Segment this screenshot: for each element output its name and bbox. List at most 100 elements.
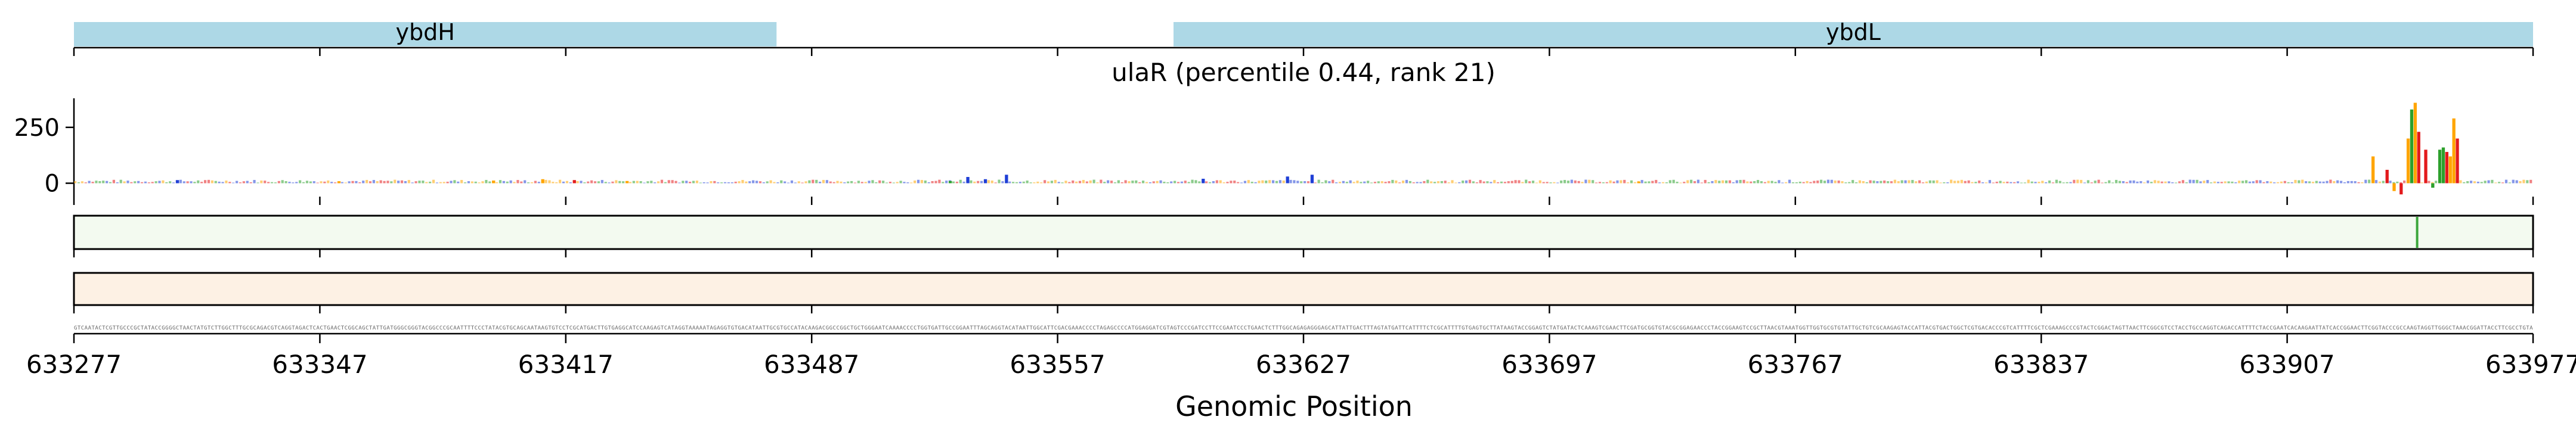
sequence-base: G [2193,325,2196,331]
gene-label: ybdL [1826,19,1881,45]
attribution-noise [2220,182,2223,184]
sequence-base: C [1750,325,1753,331]
sequence-base: G [618,325,621,331]
sequence-base: G [2414,325,2417,331]
sequence-base: T [1556,325,1560,331]
attribution-noise [2431,182,2434,184]
sequence-base: G [770,325,773,331]
attribution-noise [1367,181,1370,184]
sequence-base: C [246,325,249,331]
attribution-noise [1458,182,1461,184]
sequence-base: C [176,325,179,331]
attribution-noise [2153,180,2156,184]
sequence-base: C [2386,325,2389,331]
sequence-base: T [141,325,144,331]
attribution-noise [1988,180,1992,184]
sequence-base: C [2094,325,2097,331]
sequence-base: C [1718,325,1721,331]
sequence-base: A [980,325,984,331]
attribution-noise [320,181,323,184]
attribution-bar [1310,175,1314,184]
sequence-base: G [1690,325,1693,331]
sequence-base: T [1346,325,1349,331]
attribution-noise [2396,181,2399,184]
sequence-base: C [2147,325,2150,331]
sequence-base: T [917,325,921,331]
sequence-base: C [2171,325,2174,331]
attribution-noise [1956,181,1960,184]
attribution-noise [520,181,523,184]
sequence-base: T [2213,325,2217,331]
sequence-base: G [162,325,165,331]
sequence-base: T [179,325,183,331]
attribution-noise [1384,182,1387,184]
sequence-base: A [963,325,967,331]
attribution-noise [2389,181,2392,184]
sequence-base: C [2031,325,2034,331]
attribution-noise [1380,181,1383,184]
attribution-noise [1553,182,1556,184]
attribution-noise [2346,181,2349,184]
attribution-noise [1342,181,1345,184]
attribution-noise [615,180,618,184]
sequence-base: A [1307,325,1311,331]
x-tick-label: 633977 [2485,350,2576,379]
attribution-noise [569,182,572,184]
sequence-base: T [1500,325,1504,331]
y-tick-label: 0 [45,170,60,198]
sequence-base: T [727,325,731,331]
sequence-base: C [745,325,748,331]
attribution-noise [875,182,878,184]
attribution-noise [945,181,948,184]
attribution-noise [1462,181,1465,184]
attribution-noise [1250,182,1253,184]
attribution-noise [1054,179,1057,184]
sequence-base: G [250,325,253,331]
attribution-noise [955,181,958,184]
sequence-base: G [738,325,741,331]
attribution-noise [1588,179,1591,184]
sequence-base: C [1872,325,1875,331]
sequence-base: T [1620,325,1623,331]
attribution-noise [1416,182,1419,184]
sequence-base: G [1528,325,1531,331]
sequence-base: A [2420,325,2424,331]
attribution-bar [1202,179,1205,184]
sequence-base: G [2048,325,2051,331]
sequence-base: A [646,325,650,331]
sequence-base: A [1592,325,1595,331]
sequence-base: G [1311,325,1314,331]
attribution-noise [2333,181,2336,184]
attribution-noise [600,180,603,184]
attribution-noise [654,182,657,184]
sequence-base: T [2041,325,2045,331]
attribution-noise [618,181,621,184]
sequence-base: A [1686,325,1690,331]
sequence-base: C [2294,325,2297,331]
sequence-base: T [2417,325,2421,331]
attribution-noise [706,182,709,184]
sequence-base: T [2364,325,2368,331]
attribution-noise [397,181,400,184]
attribution-noise [488,181,491,184]
sequence-base: T [1567,325,1571,331]
sequence-base: T [766,325,770,331]
sequence-base: G [1866,325,1869,331]
attribution-noise [723,182,727,184]
x-tick-label: 633417 [518,350,614,379]
sequence-base: T [1901,325,1905,331]
sequence-base: G [622,325,625,331]
sequence-base: A [295,325,299,331]
attribution-noise [583,182,586,184]
sequence-base: T [113,325,116,331]
attribution-noise [1862,181,1865,184]
attribution-noise [236,181,239,184]
attribution-noise [843,182,846,184]
attribution-noise [376,181,379,184]
sequence-base: T [1272,325,1275,331]
sequence-base: A [1693,325,1697,331]
sequence-base: T [1029,325,1033,331]
attribution-noise [1254,182,1257,184]
sequence-base: T [218,325,222,331]
attribution-noise [769,180,772,184]
